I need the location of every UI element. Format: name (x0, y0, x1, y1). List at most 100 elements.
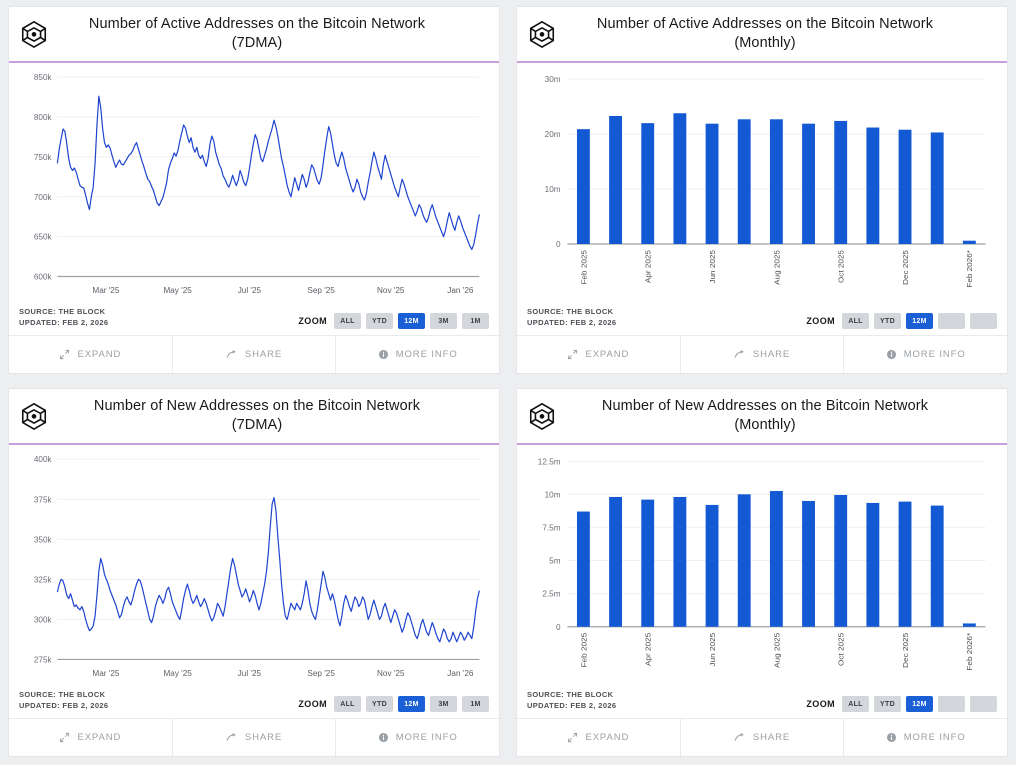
svg-text:350k: 350k (34, 534, 53, 544)
svg-text:0: 0 (556, 622, 561, 632)
action-expand[interactable]: EXPAND (517, 719, 681, 756)
action-expand[interactable]: EXPAND (9, 336, 173, 373)
bar (834, 495, 848, 627)
svg-text:Nov '25: Nov '25 (377, 668, 405, 678)
the-block-logo (527, 19, 557, 49)
line-chart-plot: 600k 650k 700k 750k 800k 850k Mar '25 May '25 Ju… (34, 72, 480, 295)
updated-label: UPDATED: FEB 2, 2026 (527, 318, 617, 328)
bar (834, 121, 848, 245)
chart-card: Number of New Addresses on the Bitcoin N… (516, 388, 1008, 757)
plot-area[interactable]: 0 2.5m 5m 7.5m 10m 12.5m Feb 2025 Apr 2025 Jun 2… (517, 445, 1007, 688)
bar (609, 116, 622, 245)
plot-area[interactable]: 0 10m 20m 30m Feb 2025 Apr 2025 Jun 2025 Aug 20… (517, 63, 1007, 305)
bar (673, 497, 687, 627)
zoom-button-all[interactable]: ALL (842, 696, 869, 712)
title-line-2: (7DMA) (231, 35, 283, 52)
zoom-button-blank-4[interactable] (970, 313, 997, 329)
zoom-button-all[interactable]: ALL (334, 696, 361, 712)
svg-text:850k: 850k (34, 72, 53, 82)
zoom-label: ZOOM (298, 699, 327, 709)
title-line-1: Number of Active Addresses on the Bitcoi… (596, 16, 934, 32)
bar (609, 497, 622, 627)
expand-icon (568, 732, 578, 743)
action-share[interactable]: SHARE (173, 719, 337, 756)
the-block-logo (527, 401, 557, 431)
plot-area[interactable]: 600k 650k 700k 750k 800k 850k Mar '25 May '25 Ju… (9, 63, 499, 305)
zoom-button-1m[interactable]: 1M (462, 313, 489, 329)
the-block-cube-icon (529, 403, 555, 431)
series-line (56, 95, 480, 251)
title-line-2: (Monthly) (734, 35, 796, 52)
svg-text:Feb 2025: Feb 2025 (579, 633, 588, 668)
chart-card: Number of New Addresses on the Bitcoin N… (8, 388, 500, 757)
svg-text:Oct 2025: Oct 2025 (837, 633, 846, 667)
bar (769, 119, 783, 245)
zoom-button-all[interactable]: ALL (334, 313, 361, 329)
svg-text:Apr 2025: Apr 2025 (644, 633, 653, 667)
title-line-1: Number of Active Addresses on the Bitcoi… (88, 16, 426, 32)
bar (930, 132, 944, 245)
action-label: MORE INFO (395, 732, 458, 743)
svg-text:Mar '25: Mar '25 (92, 668, 119, 678)
bar (802, 501, 815, 627)
plot-area[interactable]: 275k 300k 325k 350k 375k 400k Mar '25 May '25 Ju… (9, 445, 499, 688)
svg-text:30m: 30m (545, 74, 561, 84)
zoom-button-ytd[interactable]: YTD (366, 313, 393, 329)
zoom-label: ZOOM (806, 699, 835, 709)
zoom-button-12m[interactable]: 12M (398, 313, 425, 329)
chart-card: Number of Active Addresses on the Bitcoi… (516, 6, 1008, 374)
series-line (56, 497, 480, 643)
svg-text:Jan '26: Jan '26 (447, 285, 473, 295)
svg-text:300k: 300k (34, 614, 53, 624)
zoom-button-12m[interactable]: 12M (906, 313, 933, 329)
action-label: MORE INFO (903, 732, 966, 743)
line-chart-plot: 275k 300k 325k 350k 375k 400k Mar '25 May '25 Ju… (34, 454, 480, 678)
card-header: Number of New Addresses on the Bitcoin N… (517, 389, 1007, 446)
svg-text:10m: 10m (545, 184, 561, 194)
the-block-cube-icon (21, 21, 47, 49)
svg-text:Oct 2025: Oct 2025 (837, 250, 846, 284)
action-share[interactable]: SHARE (173, 336, 337, 373)
svg-text:600k: 600k (34, 272, 53, 282)
source-block: SOURCE: THE BLOCK UPDATED: FEB 2, 2026 (19, 690, 108, 712)
zoom-button-3m[interactable]: 3M (430, 696, 457, 712)
card-header: Number of Active Addresses on the Bitcoi… (517, 7, 1007, 64)
svg-text:Nov '25: Nov '25 (377, 285, 405, 295)
svg-text:12.5m: 12.5m (538, 456, 561, 466)
action-more-info[interactable]: MORE INFO (844, 719, 1007, 756)
svg-text:750k: 750k (34, 152, 53, 162)
bar (576, 511, 590, 627)
zoom-button-ytd[interactable]: YTD (874, 313, 901, 329)
info-icon (378, 349, 388, 360)
expand-icon (60, 732, 70, 743)
svg-text:Jun 2025: Jun 2025 (708, 633, 717, 667)
action-expand[interactable]: EXPAND (517, 336, 681, 373)
action-more-info[interactable]: MORE INFO (336, 336, 499, 373)
svg-text:400k: 400k (34, 454, 53, 464)
svg-text:650k: 650k (34, 232, 53, 242)
zoom-button-all[interactable]: ALL (842, 313, 869, 329)
zoom-button-12m[interactable]: 12M (398, 696, 425, 712)
chart-card: Number of Active Addresses on the Bitcoi… (8, 6, 500, 374)
action-more-info[interactable]: MORE INFO (844, 336, 1007, 373)
zoom-button-3m[interactable]: 3M (430, 313, 457, 329)
action-label: SHARE (752, 349, 791, 360)
svg-text:2.5m: 2.5m (542, 589, 560, 599)
bar (898, 501, 912, 627)
action-more-info[interactable]: MORE INFO (336, 719, 499, 756)
zoom-button-ytd[interactable]: YTD (366, 696, 393, 712)
share-icon (734, 350, 744, 358)
zoom-button-blank-3[interactable] (938, 313, 965, 329)
svg-text:May '25: May '25 (163, 285, 192, 295)
action-expand[interactable]: EXPAND (9, 719, 173, 756)
action-share[interactable]: SHARE (681, 719, 845, 756)
zoom-button-ytd[interactable]: YTD (874, 696, 901, 712)
zoom-button-blank-3[interactable] (938, 696, 965, 712)
zoom-button-blank-4[interactable] (970, 696, 997, 712)
zoom-button-12m[interactable]: 12M (906, 696, 933, 712)
svg-text:Jul '25: Jul '25 (238, 668, 262, 678)
zoom-button-1m[interactable]: 1M (462, 696, 489, 712)
source-label: SOURCE: THE BLOCK (527, 690, 614, 700)
action-share[interactable]: SHARE (681, 336, 845, 373)
